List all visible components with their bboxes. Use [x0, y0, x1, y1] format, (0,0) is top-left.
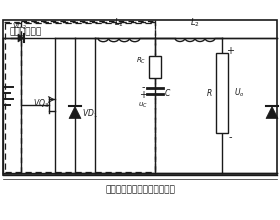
Text: $L_2$: $L_2$	[190, 16, 200, 29]
Text: -: -	[228, 132, 232, 142]
Polygon shape	[266, 106, 278, 119]
Text: $u_C$: $u_C$	[138, 100, 148, 110]
Text: $R$: $R$	[206, 88, 213, 99]
Text: $R_C$: $R_C$	[136, 56, 146, 66]
Polygon shape	[69, 106, 81, 119]
Text: +: +	[139, 90, 147, 100]
Bar	[3, 20, 277, 175]
Text: $VQ_3$: $VQ_3$	[33, 97, 49, 110]
Text: $U_o$: $U_o$	[234, 87, 245, 99]
Text: $VD_1$: $VD_1$	[82, 107, 98, 120]
Text: 混合储能系统: 混合储能系统	[9, 27, 41, 36]
Text: $L_1$: $L_1$	[114, 16, 124, 29]
Bar	[216, 53, 228, 133]
Text: 风光互补发电混合储能系统结: 风光互补发电混合储能系统结	[105, 185, 175, 194]
Bar	[149, 56, 161, 78]
Text: $VD_2$: $VD_2$	[11, 22, 26, 32]
Polygon shape	[18, 34, 24, 42]
Text: $C$: $C$	[164, 88, 171, 99]
Text: +: +	[226, 46, 234, 56]
Text: -: -	[141, 82, 145, 92]
